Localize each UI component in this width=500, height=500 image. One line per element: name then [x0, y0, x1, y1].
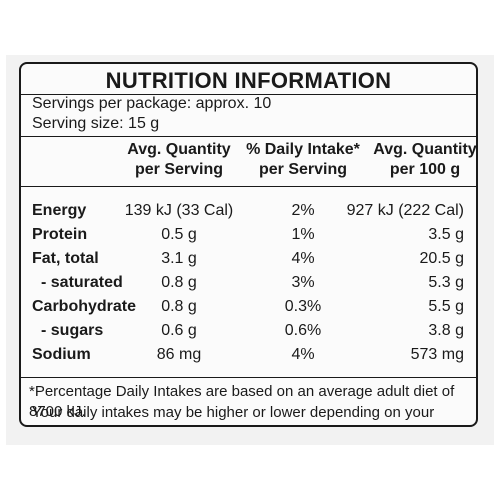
table-row: - sugars 0.6 g 0.6% 3.8 g [21, 319, 476, 343]
nutrient-name: Protein [32, 226, 88, 243]
column-header-line: Avg. Quantity [127, 141, 231, 158]
nutrition-panel: NUTRITION INFORMATION Servings per packa… [19, 62, 478, 427]
daily-intake-value: 0.6% [284, 322, 322, 339]
nutrient-name: Sodium [32, 346, 91, 363]
table-row: Energy 139 kJ (33 Cal) 2% 927 kJ (222 Ca… [21, 199, 476, 223]
column-header-line: per Serving [258, 161, 348, 178]
daily-intake-value: 1% [291, 226, 315, 243]
daily-intake-value: 4% [291, 250, 315, 267]
daily-intake-value: 4% [291, 346, 315, 363]
per-serving-value: 0.6 g [161, 322, 197, 339]
daily-intake-value: 3% [291, 274, 315, 291]
per-100g-value: 5.5 g [428, 298, 464, 315]
serving-size: Serving size: 15 g [32, 115, 160, 132]
table-row: Fat, total 3.1 g 4% 20.5 g [21, 247, 476, 271]
daily-intake-value: 2% [291, 202, 315, 219]
column-header-per-100g: Avg. Quantity per 100 g [355, 140, 477, 180]
servings-per-package: Servings per package: approx. 10 [32, 95, 272, 112]
column-header-per-serving: Avg. Quantity per Serving [109, 140, 249, 180]
per-serving-value: 86 mg [156, 346, 202, 363]
header-divider [21, 136, 476, 137]
per-100g-value: 5.3 g [428, 274, 464, 291]
nutrient-name: Fat, total [32, 250, 99, 267]
footnote-line: *Percentage Daily Intakes are based on a… [29, 383, 455, 420]
table-row: Sodium 86 mg 4% 573 mg [21, 343, 476, 367]
per-serving-value: 0.8 g [161, 274, 197, 291]
per-serving-value: 139 kJ (33 Cal) [124, 202, 234, 219]
per-serving-value: 0.8 g [161, 298, 197, 315]
column-header-line: per Serving [134, 161, 224, 178]
column-header-line: per 100 g [389, 161, 461, 178]
nutrient-name: Carbohydrate [32, 298, 137, 315]
per-100g-value: 573 mg [410, 346, 464, 363]
per-100g-value: 927 kJ (222 Cal) [346, 202, 464, 219]
table-row: - saturated 0.8 g 3% 5.3 g [21, 271, 476, 295]
per-serving-value: 0.5 g [161, 226, 197, 243]
table-row: Protein 0.5 g 1% 3.5 g [21, 223, 476, 247]
nutrient-name: - saturated [41, 274, 123, 291]
nutrient-table: Energy 139 kJ (33 Cal) 2% 927 kJ (222 Ca… [21, 199, 476, 367]
per-100g-value: 3.5 g [428, 226, 464, 243]
column-header-daily-intake: % Daily Intake* per Serving [233, 140, 373, 180]
per-100g-value: 3.8 g [428, 322, 464, 339]
nutrient-name: - sugars [41, 322, 104, 339]
title-divider [21, 94, 476, 95]
per-serving-value: 3.1 g [161, 250, 197, 267]
nutrient-name: Energy [32, 202, 87, 219]
daily-intake-value: 0.3% [284, 298, 322, 315]
column-header-line: Avg. Quantity [373, 141, 477, 158]
footnote-line: Your daily intakes may be higher or lowe… [32, 404, 435, 425]
column-header-line: % Daily Intake* [246, 141, 360, 158]
table-divider [21, 186, 476, 187]
footnote-divider [21, 377, 476, 378]
table-row: Carbohydrate 0.8 g 0.3% 5.5 g [21, 295, 476, 319]
per-100g-value: 20.5 g [419, 250, 464, 267]
panel-title: NUTRITION INFORMATION [105, 68, 392, 93]
